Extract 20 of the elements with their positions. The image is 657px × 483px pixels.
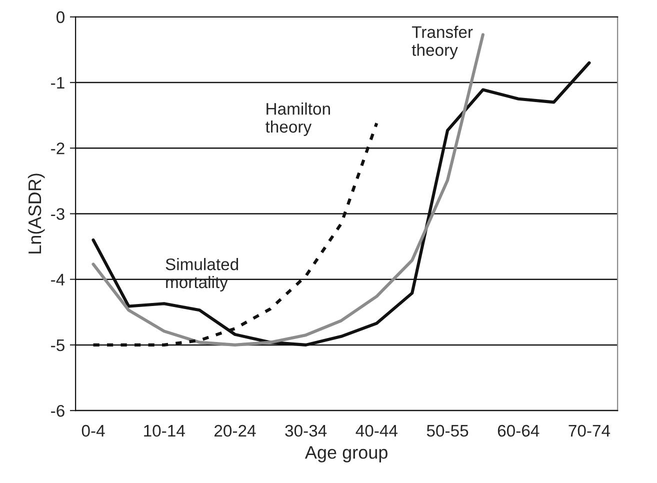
y-tick-label: -4: [51, 274, 65, 286]
x-tick-label: 10-14: [144, 424, 185, 437]
y-tick-label: -1: [51, 77, 64, 89]
y-tick-label: -5: [51, 340, 64, 352]
x-tick-label: 60-64: [498, 424, 540, 437]
annotation: Simulated mortality: [166, 258, 238, 292]
x-tick-label: 40-44: [356, 424, 398, 437]
x-axis-title: Age group: [304, 446, 388, 462]
x-tick-label: 70-74: [568, 424, 610, 437]
x-tick-label: 0-4: [82, 424, 105, 437]
y-axis-title: Ln(ASDR): [28, 174, 45, 254]
annotation: Transfer theory: [412, 26, 473, 60]
y-tick-label: -6: [51, 404, 64, 417]
annotation: Hamilton theory: [266, 102, 330, 136]
y-tick-label: 0: [56, 11, 64, 24]
y-tick-label: -2: [51, 142, 64, 154]
x-tick-label: 50-55: [426, 424, 468, 437]
x-tick-label: 30-34: [285, 424, 327, 437]
x-tick-label: 20-24: [214, 424, 256, 437]
y-tick-label: -3: [51, 208, 64, 220]
